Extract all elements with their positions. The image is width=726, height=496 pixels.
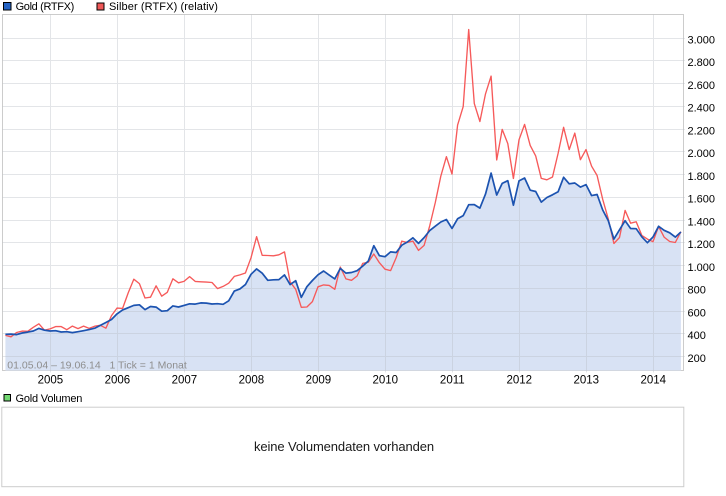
svg-text:200: 200 xyxy=(688,353,706,365)
svg-text:3.000: 3.000 xyxy=(688,34,716,46)
svg-text:2.800: 2.800 xyxy=(688,57,716,69)
svg-text:2006: 2006 xyxy=(105,374,131,386)
svg-text:1.200: 1.200 xyxy=(688,239,716,251)
svg-text:1.400: 1.400 xyxy=(688,216,716,228)
svg-text:1.800: 1.800 xyxy=(688,171,716,183)
svg-text:2.200: 2.200 xyxy=(688,125,716,137)
svg-text:keine Volumendaten vorhanden: keine Volumendaten vorhanden xyxy=(254,439,434,454)
svg-text:Gold Volumen: Gold Volumen xyxy=(16,393,83,405)
svg-text:2012: 2012 xyxy=(507,374,533,386)
svg-text:2014: 2014 xyxy=(641,374,667,386)
svg-text:2.000: 2.000 xyxy=(688,148,716,160)
svg-text:Gold (RTFX): Gold (RTFX) xyxy=(16,1,74,13)
svg-text:01.05.04 – 19.06.14 1 Tick =: 01.05.04 – 19.06.14 1 Tick = 1 Monat xyxy=(7,360,187,372)
svg-text:800: 800 xyxy=(688,285,706,297)
svg-text:1.000: 1.000 xyxy=(688,262,716,274)
svg-text:400: 400 xyxy=(688,330,706,342)
svg-text:2.600: 2.600 xyxy=(688,80,716,92)
svg-text:2013: 2013 xyxy=(574,374,600,386)
svg-text:2.400: 2.400 xyxy=(688,103,716,115)
svg-text:Silber (RTFX) (relativ): Silber (RTFX) (relativ) xyxy=(109,1,218,13)
svg-text:2009: 2009 xyxy=(306,374,332,386)
svg-text:2005: 2005 xyxy=(38,374,64,386)
svg-text:2008: 2008 xyxy=(239,374,265,386)
svg-text:1.600: 1.600 xyxy=(688,194,716,206)
svg-text:600: 600 xyxy=(688,307,706,319)
svg-text:2010: 2010 xyxy=(373,374,399,386)
svg-text:2007: 2007 xyxy=(172,374,198,386)
svg-text:2011: 2011 xyxy=(440,374,465,386)
